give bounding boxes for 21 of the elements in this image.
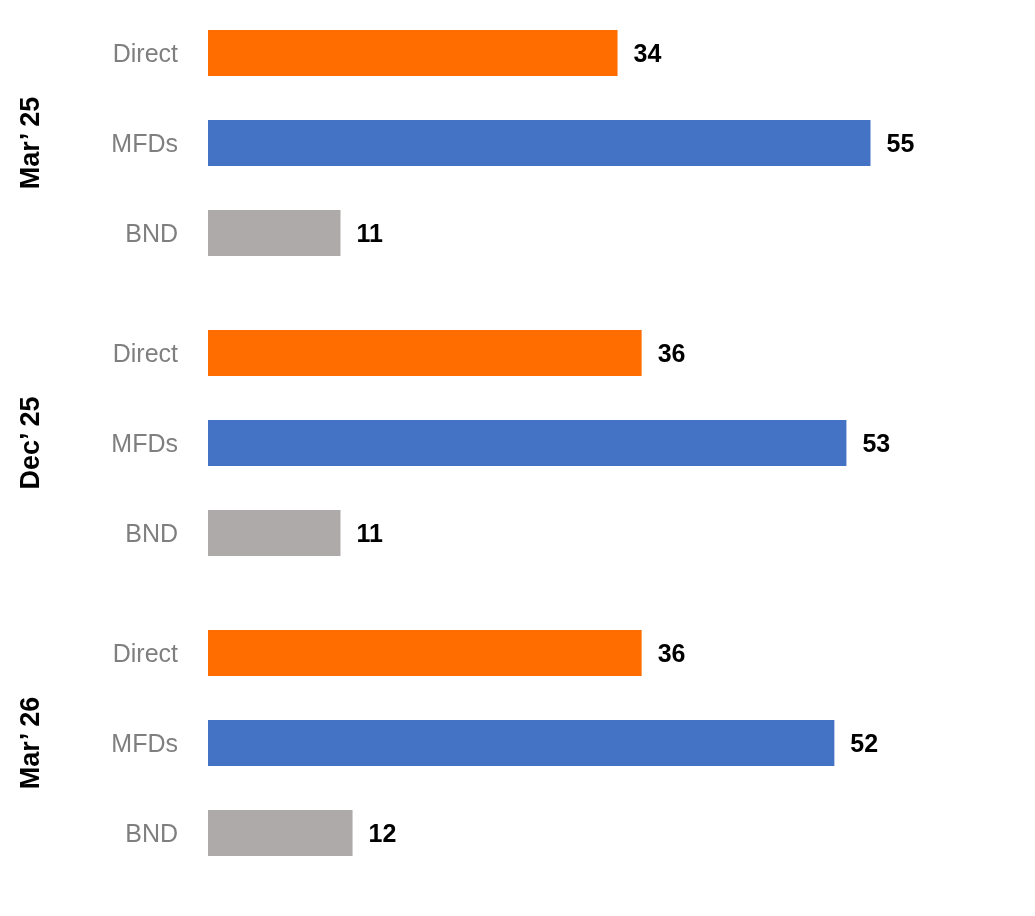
data-label: 52 (850, 729, 879, 757)
data-label: 11 (356, 219, 384, 247)
y-axis-title: Mar’ 26 (14, 696, 45, 790)
data-label: 53 (862, 429, 891, 457)
y-tick-label: BND (125, 819, 178, 847)
data-label: 36 (657, 339, 686, 367)
data-label: 36 (657, 639, 686, 667)
y-tick-label: MFDs (111, 729, 178, 757)
data-label: 55 (886, 129, 915, 157)
y-tick-label: Direct (112, 339, 179, 367)
y-axis-title: Mar’ 25 (14, 96, 45, 190)
y-tick-label: MFDs (111, 129, 178, 157)
y-tick-label: Direct (112, 639, 179, 667)
y-tick-label: BND (125, 219, 178, 247)
y-tick-label: MFDs (111, 429, 178, 457)
data-label: 12 (368, 819, 397, 847)
y-tick-label: BND (125, 519, 178, 547)
y-tick-label: Direct (112, 39, 179, 67)
data-label: 11 (356, 519, 384, 547)
data-label: 34 (633, 39, 662, 67)
y-axis-title: Dec’ 25 (14, 396, 45, 490)
